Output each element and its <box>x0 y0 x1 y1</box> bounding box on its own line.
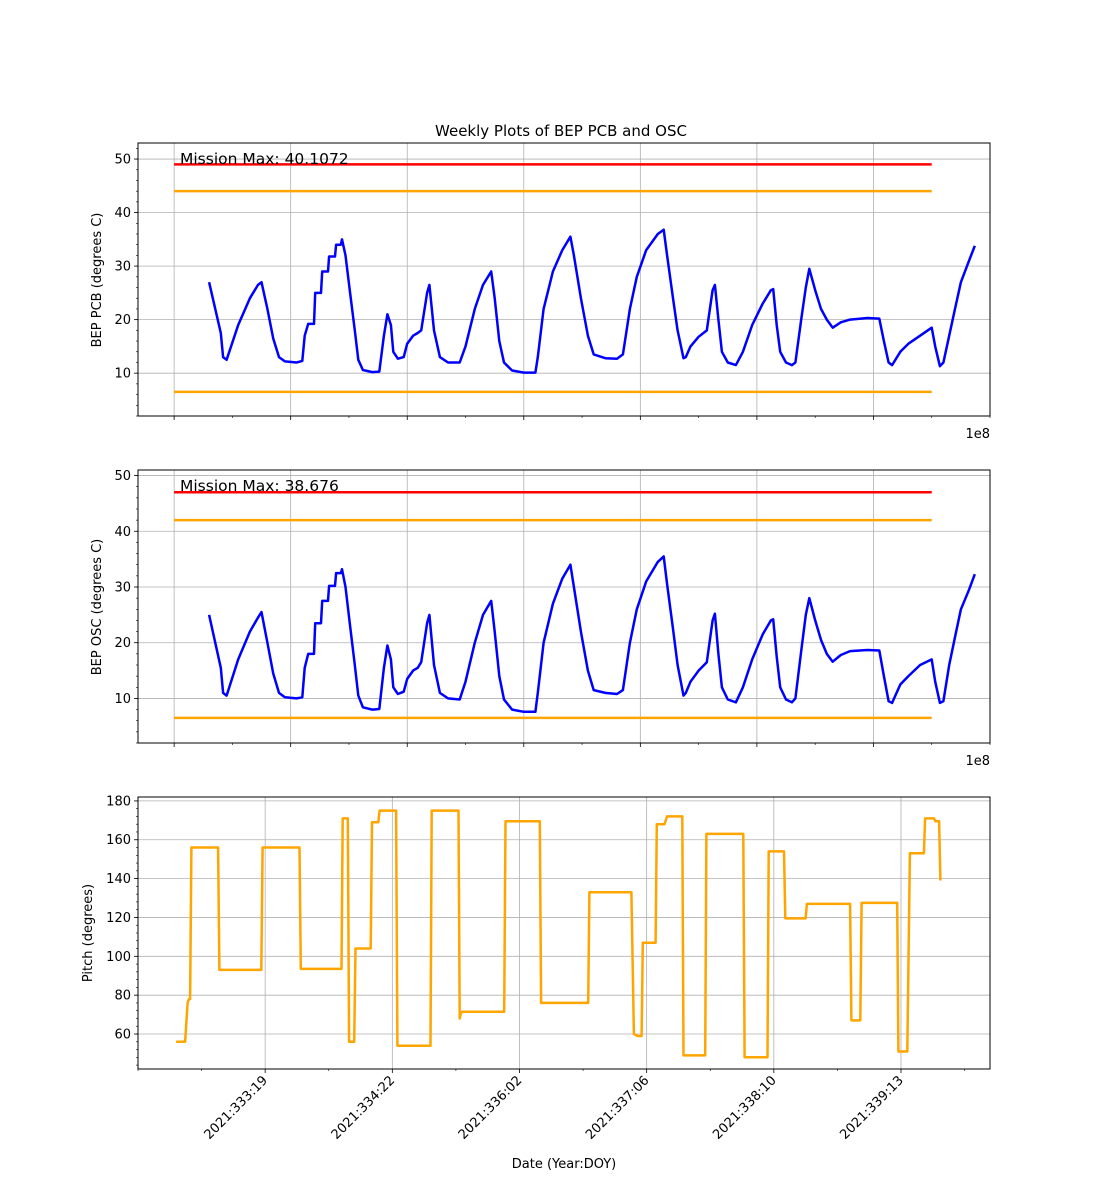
pitch-y-tick-label: 60 <box>114 1028 131 1043</box>
pitch-axes-frame <box>137 796 991 1070</box>
pcb-y-tick-label: 30 <box>114 260 131 275</box>
osc-y-axis-label: BEP OSC (degrees C) <box>90 539 105 675</box>
pitch-x-axis-label: Date (Year:DOY) <box>512 1157 617 1172</box>
pitch-x-tick-label: 2021:334:22 <box>329 1073 398 1142</box>
osc-offset-text: 1e8 <box>965 754 990 769</box>
osc-plot-area: 10 20 30 40 50 Mission Max: 38.676 <box>114 469 991 747</box>
pitch-y-tick-label: 160 <box>106 833 131 848</box>
pcb-axes-frame <box>137 142 991 417</box>
pitch-x-tick-label: 2021:339:13 <box>837 1073 906 1142</box>
pitch-y-axis-label: Pitch (degrees) <box>81 884 96 982</box>
pitch-plot-area: 2021:333:19 2021:334:22 2021:336:02 2021:33… <box>106 794 991 1143</box>
osc-y-tick-label: 30 <box>114 581 131 596</box>
pitch-y-tick-label: 180 <box>106 794 131 809</box>
osc-y-tick-label: 20 <box>114 636 131 651</box>
pcb-plot-area: 10 20 30 40 50 Mission Max: 40.1072 <box>114 142 991 420</box>
pcb-offset-text: 1e8 <box>965 427 990 442</box>
osc-axes-frame <box>137 469 991 744</box>
osc-panel: BEP OSC (degrees C) 1e8 10 20 30 40 50 Missio… <box>90 469 991 769</box>
pcb-y-tick-label: 50 <box>114 153 131 168</box>
pcb-y-axis-label: BEP PCB (degrees C) <box>90 213 105 348</box>
osc-y-tick-label: 10 <box>114 692 131 707</box>
pitch-y-tick-label: 140 <box>106 872 131 887</box>
pitch-data-line <box>176 809 942 1059</box>
pcb-y-tick-label: 40 <box>114 206 131 221</box>
pitch-y-tick-label: 100 <box>106 950 131 965</box>
pcb-mission-max-annotation: Mission Max: 40.1072 <box>180 150 349 168</box>
pitch-y-tick-label: 80 <box>114 989 131 1004</box>
pitch-x-tick-label: 2021:333:19 <box>202 1073 271 1142</box>
osc-y-tick-label: 50 <box>114 469 131 484</box>
pitch-panel: Pitch (degrees) Date (Year:DOY) 2021:333… <box>81 794 991 1172</box>
osc-mission-max-annotation: Mission Max: 38.676 <box>180 477 339 495</box>
pitch-x-tick-label: 2021:337:06 <box>583 1073 652 1142</box>
pcb-panel: BEP PCB (degrees C) 1e8 10 20 30 40 50 Missio… <box>90 142 991 442</box>
pitch-y-tick-label: 120 <box>106 911 131 926</box>
pcb-y-tick-label: 20 <box>114 313 131 328</box>
pcb-data-line <box>207 228 976 374</box>
osc-data-line <box>207 555 976 714</box>
figure-title: Weekly Plots of BEP PCB and OSC <box>435 122 687 140</box>
pitch-x-tick-label: 2021:336:02 <box>456 1073 525 1142</box>
pitch-x-tick-label: 2021:338:10 <box>710 1073 779 1142</box>
osc-y-tick-label: 40 <box>114 525 131 540</box>
pcb-y-tick-label: 10 <box>114 367 131 382</box>
